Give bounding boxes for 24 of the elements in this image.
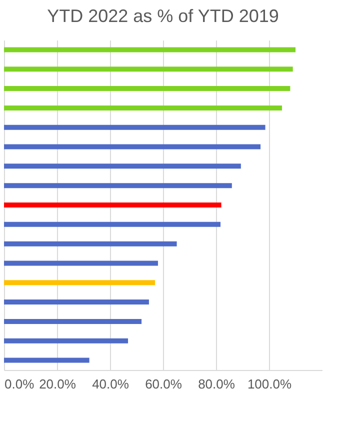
bar	[4, 183, 232, 188]
bar	[4, 318, 142, 324]
bar	[4, 86, 290, 92]
bar	[4, 241, 177, 246]
bar	[4, 280, 156, 286]
chart-title: YTD 2022 as % of YTD 2019	[47, 6, 279, 26]
bar	[4, 338, 128, 344]
x-tick-label: 100.0%	[247, 376, 292, 392]
bar	[4, 66, 293, 72]
x-tick-label: 20.0%	[39, 376, 76, 392]
bar	[4, 358, 90, 363]
bar	[4, 260, 158, 266]
bar	[4, 300, 149, 305]
x-tick-label: 60.0%	[145, 376, 182, 392]
bar	[4, 124, 266, 130]
bar	[4, 47, 296, 52]
bar	[4, 105, 282, 110]
bar	[4, 202, 222, 208]
bar	[4, 222, 221, 227]
x-tick-label: 0.0%	[4, 376, 35, 392]
bar	[4, 164, 241, 169]
bar	[4, 144, 261, 150]
x-tick-label: 80.0%	[198, 376, 236, 392]
x-tick-label: 40.0%	[92, 376, 130, 392]
